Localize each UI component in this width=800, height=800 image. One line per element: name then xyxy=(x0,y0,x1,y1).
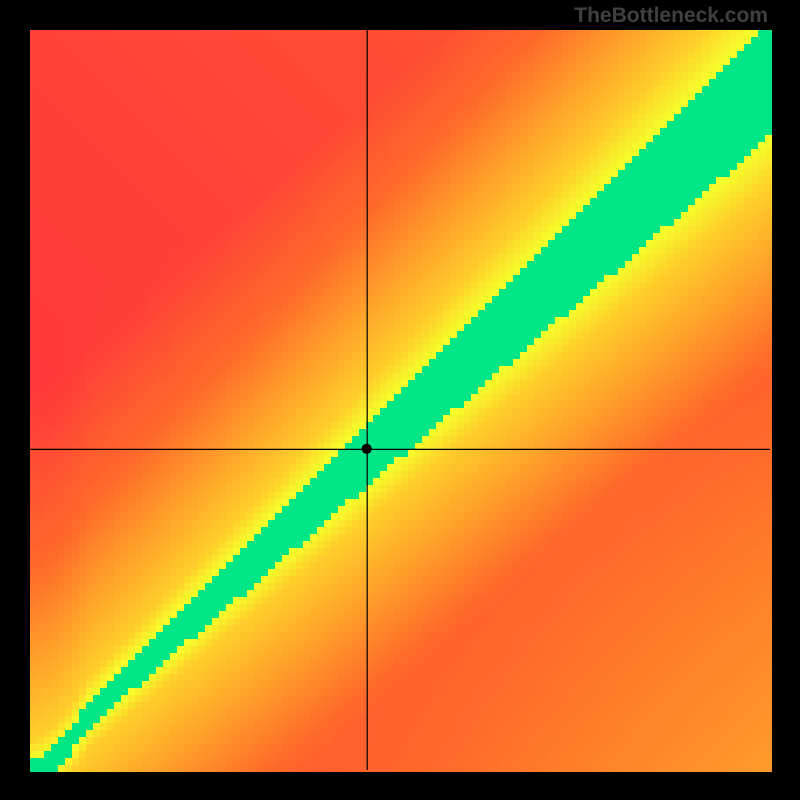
watermark-text: TheBottleneck.com xyxy=(574,4,768,28)
chart-container: TheBottleneck.com xyxy=(0,0,800,800)
heatmap-canvas xyxy=(0,0,800,800)
